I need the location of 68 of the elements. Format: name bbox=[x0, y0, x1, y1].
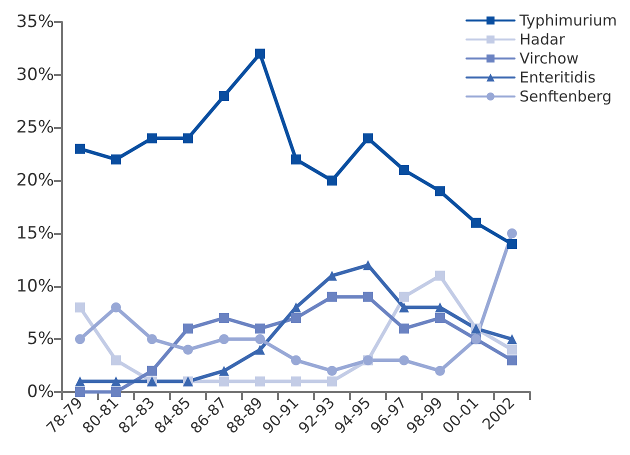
y-tick-label: 25% bbox=[16, 118, 54, 138]
point bbox=[363, 292, 373, 302]
point bbox=[255, 48, 265, 59]
point bbox=[291, 154, 301, 164]
point bbox=[507, 239, 517, 249]
point bbox=[291, 376, 301, 386]
point bbox=[327, 270, 337, 281]
point bbox=[399, 292, 409, 302]
point bbox=[111, 355, 121, 366]
point bbox=[111, 302, 121, 312]
point bbox=[75, 144, 85, 154]
legend-label: Hadar bbox=[520, 30, 566, 48]
legend-label: Enteritidis bbox=[520, 68, 596, 86]
point bbox=[327, 292, 337, 302]
point bbox=[75, 387, 85, 397]
point bbox=[399, 302, 409, 312]
y-tick-label: 35% bbox=[16, 12, 54, 32]
point bbox=[435, 366, 445, 376]
point bbox=[327, 376, 337, 386]
point bbox=[291, 313, 301, 323]
point bbox=[219, 91, 229, 101]
point bbox=[507, 334, 517, 344]
point bbox=[219, 313, 229, 323]
point bbox=[183, 344, 193, 355]
legend-label: Typhimurium bbox=[518, 12, 618, 30]
legend-label: Senftenberg bbox=[520, 88, 612, 106]
point bbox=[183, 133, 193, 144]
point bbox=[507, 355, 517, 366]
point bbox=[111, 154, 121, 164]
y-tick-label: 15% bbox=[16, 223, 54, 244]
point bbox=[327, 366, 337, 376]
point bbox=[147, 366, 157, 376]
point bbox=[111, 376, 121, 386]
point bbox=[399, 324, 409, 334]
point bbox=[507, 344, 517, 355]
point bbox=[255, 334, 265, 344]
y-tick-label: 10% bbox=[16, 276, 54, 296]
point bbox=[399, 165, 409, 175]
point bbox=[111, 387, 121, 397]
y-tick-label: 20% bbox=[16, 170, 54, 191]
point bbox=[435, 313, 445, 323]
point bbox=[507, 228, 517, 238]
point bbox=[147, 334, 157, 344]
point bbox=[471, 218, 481, 228]
point bbox=[435, 302, 445, 312]
point bbox=[75, 376, 85, 386]
point bbox=[435, 186, 445, 196]
point bbox=[75, 302, 85, 312]
legend-label: Virchow bbox=[520, 50, 579, 68]
point bbox=[435, 270, 445, 281]
y-tick-label: 30% bbox=[16, 64, 54, 85]
point bbox=[255, 376, 265, 386]
point bbox=[291, 302, 301, 312]
point bbox=[399, 355, 409, 366]
point bbox=[363, 133, 373, 144]
point bbox=[219, 366, 229, 376]
point bbox=[147, 133, 157, 144]
point bbox=[255, 324, 265, 334]
y-tick-label: 5% bbox=[27, 329, 54, 350]
point bbox=[219, 376, 229, 386]
y-tick-label: 0% bbox=[27, 382, 54, 402]
point bbox=[219, 334, 229, 344]
point bbox=[183, 324, 193, 334]
point bbox=[255, 344, 265, 355]
point bbox=[75, 334, 85, 344]
point bbox=[291, 355, 301, 366]
point bbox=[327, 176, 337, 186]
point bbox=[363, 260, 373, 270]
